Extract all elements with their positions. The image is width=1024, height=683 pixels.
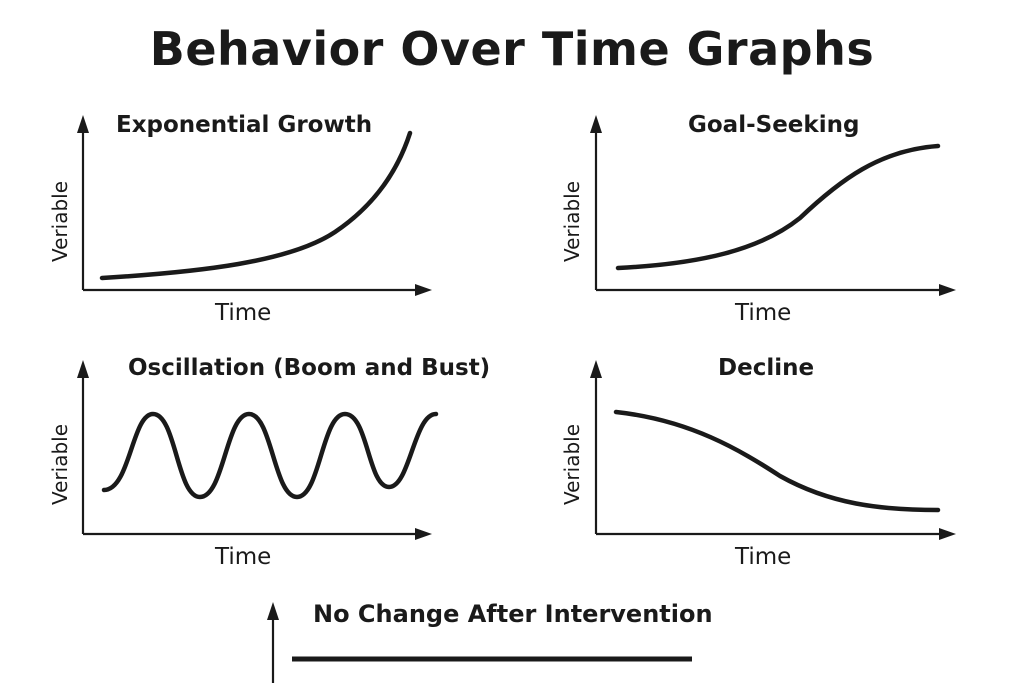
x-axis-arrow bbox=[415, 528, 432, 540]
panel-title-exponential-growth: Exponential Growth bbox=[116, 112, 373, 138]
y-axis-label: Veriable bbox=[48, 180, 72, 262]
y-axis-arrow bbox=[77, 360, 89, 378]
diagram-title: Behavior Over Time Graphs bbox=[149, 22, 875, 76]
x-axis-label: Time bbox=[735, 544, 792, 570]
panel-title-decline: Decline bbox=[718, 355, 815, 381]
x-axis-arrow bbox=[415, 284, 432, 296]
y-axis-label: Veriable bbox=[48, 423, 72, 505]
x-axis-label: Time bbox=[215, 300, 272, 326]
y-axis-arrow bbox=[77, 115, 89, 133]
panel-goal-seeking bbox=[590, 115, 956, 296]
x-axis-label: Time bbox=[215, 544, 272, 570]
panel-no-change bbox=[267, 602, 692, 683]
oscillation-curve bbox=[101, 411, 439, 500]
x-axis-arrow bbox=[939, 528, 956, 540]
x-axis-label: Time bbox=[735, 300, 792, 326]
x-axis-arrow bbox=[939, 284, 956, 296]
panel-oscillation bbox=[77, 360, 439, 540]
y-axis-arrow bbox=[267, 602, 279, 620]
panel-exponential-growth bbox=[77, 115, 432, 296]
panel-title-oscillation: Oscillation (Boom and Bust) bbox=[128, 355, 491, 381]
panel-title-no-change: No Change After Intervention bbox=[313, 600, 713, 628]
y-axis-label: Veriable bbox=[560, 180, 584, 262]
exponential-curve bbox=[99, 130, 413, 281]
y-axis-arrow bbox=[590, 115, 602, 133]
decline-curve bbox=[613, 409, 941, 513]
goal-seeking-curve bbox=[615, 143, 941, 271]
y-axis-label: Veriable bbox=[560, 423, 584, 505]
panel-title-goal-seeking: Goal-Seeking bbox=[688, 112, 860, 138]
y-axis-arrow bbox=[590, 360, 602, 378]
panel-decline bbox=[590, 360, 956, 540]
